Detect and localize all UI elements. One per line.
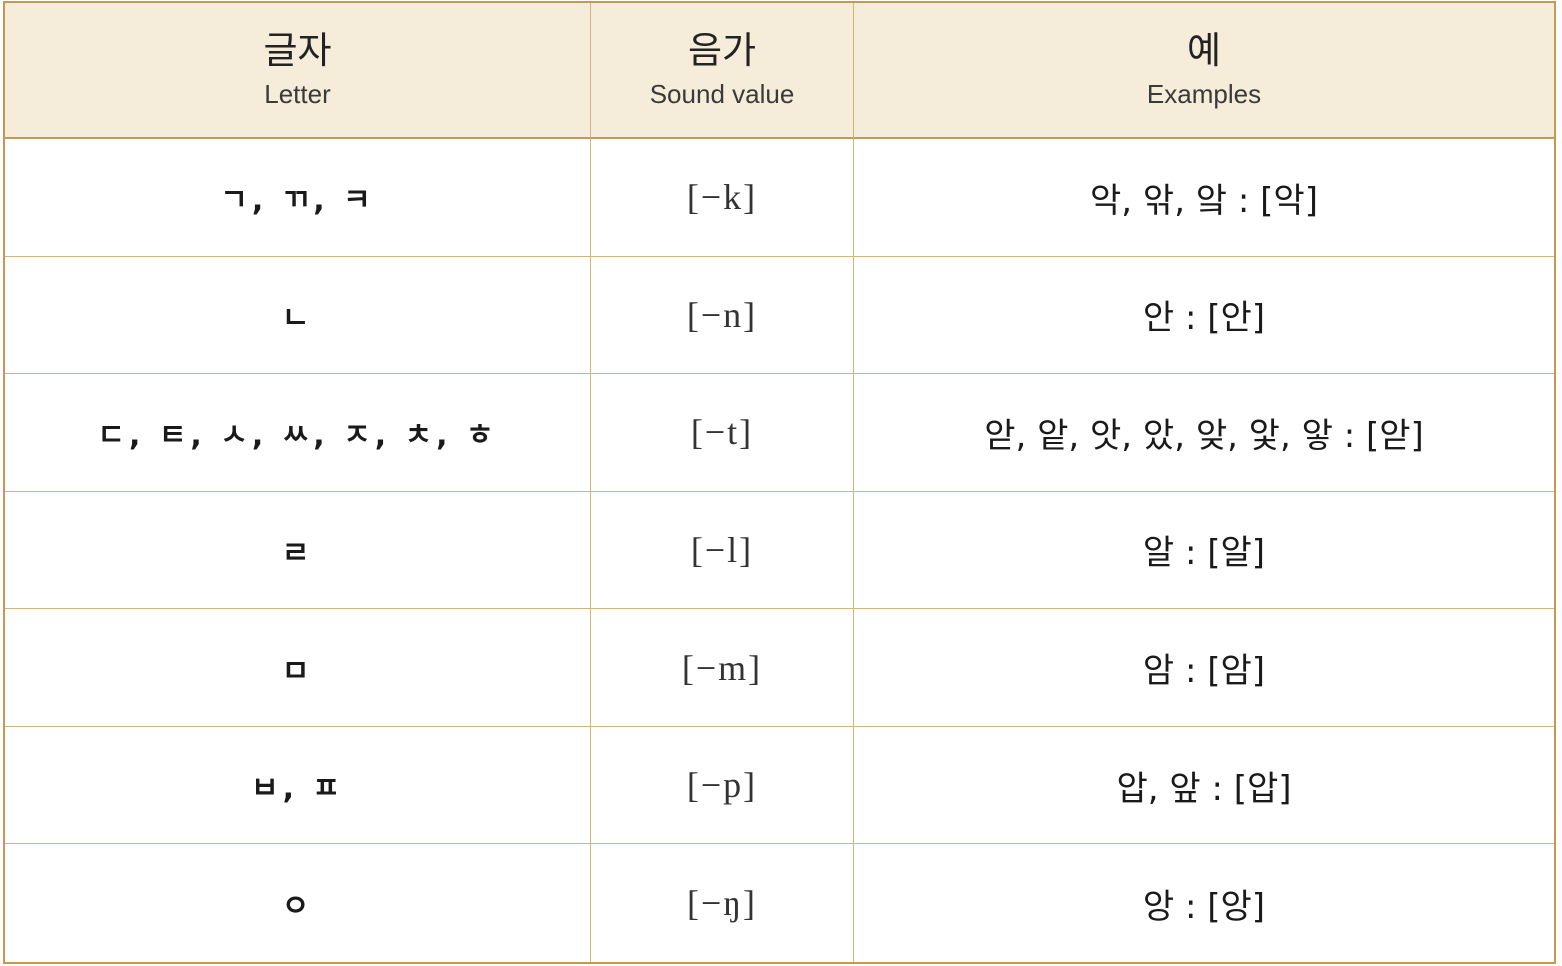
table-row-sound-cell: [−t]: [591, 374, 854, 492]
table-row-example-cell: 압, 앞 : [압]: [854, 727, 1554, 845]
table-row-example-cell: 알 : [알]: [854, 492, 1554, 610]
example-text: 앙 : [앙]: [1142, 886, 1266, 927]
table-row-example-cell: 앋, 앝, 앗, 았, 앚, 앛, 앟 : [앋]: [854, 374, 1554, 492]
table-row-example-cell: 안 : [안]: [854, 257, 1554, 375]
table-row-letter-cell: ㄷ, ㅌ, ㅅ, ㅆ, ㅈ, ㅊ, ㅎ: [5, 374, 591, 492]
sound-text: [−t]: [690, 412, 754, 453]
table-row-letter-cell: ㄱ, ㄲ, ㅋ: [5, 139, 591, 257]
final-consonant-table: 글자 Letter 음가 Sound value 예 Examples ㄱ, ㄲ…: [3, 1, 1556, 964]
table-row-letter-cell: ㅂ, ㅍ: [5, 726, 591, 845]
header-letter-en: Letter: [264, 79, 331, 109]
table-row-example-cell: 암 : [암]: [854, 609, 1554, 727]
sound-text: [−p]: [686, 765, 758, 806]
sound-text: [−ŋ]: [686, 883, 758, 924]
header-letter: 글자 Letter: [5, 3, 591, 139]
letter-text: ㄷ, ㅌ, ㅅ, ㅆ, ㅈ, ㅊ, ㅎ: [97, 418, 498, 454]
table-row-letter-cell: ㄹ: [5, 491, 591, 610]
example-text: 안 : [안]: [1142, 298, 1266, 339]
example-text: 앋, 앝, 앗, 았, 앚, 앛, 앟 : [앋]: [984, 415, 1424, 456]
letter-text: ㄴ: [281, 300, 314, 336]
table-row-example-cell: 악, 앆, 앜 : [악]: [854, 139, 1554, 257]
header-sound: 음가 Sound value: [591, 3, 854, 139]
sound-text: [−k]: [686, 177, 758, 218]
letter-text: ㅇ: [281, 889, 314, 925]
example-text: 악, 앆, 앜 : [악]: [1090, 180, 1318, 221]
example-text: 암 : [암]: [1142, 651, 1266, 692]
table-row-sound-cell: [−k]: [591, 139, 854, 257]
table-row-sound-cell: [−n]: [591, 256, 854, 375]
example-text: 압, 앞 : [압]: [1116, 768, 1292, 809]
table-row-letter-cell: ㄴ: [5, 256, 591, 375]
sound-text: [−n]: [686, 294, 758, 335]
table-row-letter-cell: ㅁ: [5, 609, 591, 727]
table-row-sound-cell: [−p]: [591, 726, 854, 845]
header-sound-en: Sound value: [649, 79, 795, 109]
sound-text: [−l]: [690, 529, 754, 570]
table-row-example-cell: 앙 : [앙]: [854, 844, 1554, 962]
sound-text: [−m]: [681, 647, 763, 688]
header-letter-ko: 글자: [263, 29, 332, 72]
letter-text: ㅁ: [281, 653, 314, 689]
letter-text: ㅂ, ㅍ: [250, 771, 345, 807]
table-row-letter-cell: ㅇ: [5, 844, 591, 962]
letter-text: ㄱ, ㄲ, ㅋ: [220, 183, 375, 219]
example-text: 알 : [알]: [1142, 533, 1266, 574]
header-example: 예 Examples: [854, 3, 1554, 139]
table-row-sound-cell: [−ŋ]: [591, 844, 854, 962]
letter-text: ㄹ: [281, 535, 314, 571]
table-row-sound-cell: [−m]: [591, 609, 854, 727]
table-row-sound-cell: [−l]: [591, 491, 854, 610]
header-example-en: Examples: [1146, 79, 1262, 109]
header-example-ko: 예: [1186, 29, 1222, 72]
header-sound-ko: 음가: [687, 29, 757, 72]
